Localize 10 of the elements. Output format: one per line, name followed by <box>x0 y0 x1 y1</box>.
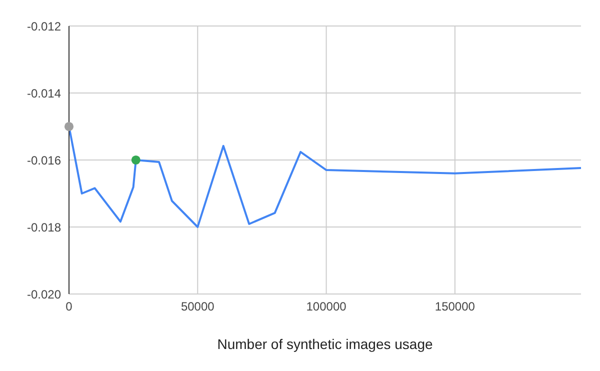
y-tick-label: -0.014 <box>26 86 62 100</box>
x-tick-label: 100000 <box>306 300 347 314</box>
x-tick-label: 50000 <box>180 300 215 314</box>
y-tick-label: -0.016 <box>26 153 62 168</box>
y-tick-label: -0.018 <box>26 220 62 234</box>
x-axis-title: Number of synthetic images usage <box>217 336 433 352</box>
x-tick-label: 0 <box>66 300 73 314</box>
y-tick-label: -0.020 <box>26 287 62 302</box>
y-tick-label: -0.012 <box>26 19 62 34</box>
x-tick-label: 150000 <box>434 300 476 314</box>
